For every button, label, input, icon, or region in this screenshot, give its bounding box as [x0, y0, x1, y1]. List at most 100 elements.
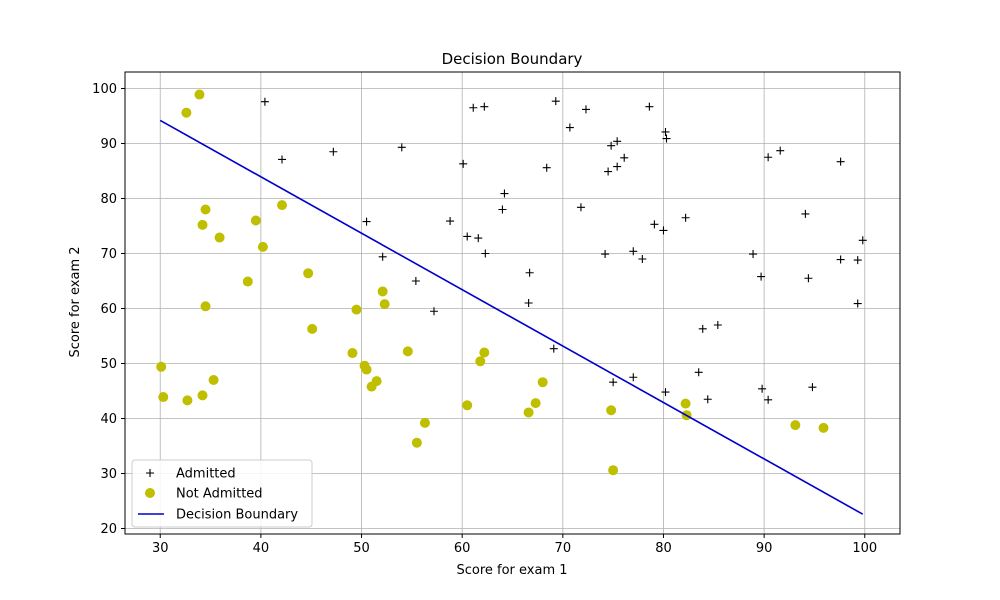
admitted-point [853, 299, 862, 308]
not-admitted-point [156, 361, 167, 372]
not-admitted-point [680, 398, 691, 409]
y-tick-label: 90 [100, 137, 117, 152]
admitted-point [551, 97, 560, 106]
chart-title: Decision Boundary [442, 50, 583, 68]
not-admitted-point [208, 375, 219, 385]
not-admitted-point [530, 398, 541, 409]
admitted-point [659, 226, 668, 235]
admitted-point [801, 209, 810, 218]
not-admitted-point [537, 377, 548, 388]
not-admitted-point [790, 420, 801, 431]
not-admitted-point [194, 89, 205, 100]
admitted-point [397, 143, 406, 152]
x-tick-label: 100 [852, 541, 877, 556]
not-admitted-point [351, 304, 362, 315]
admitted-point [549, 344, 558, 353]
not-admitted-point [419, 417, 430, 428]
admitted-point [620, 153, 629, 162]
admitted-point [525, 268, 534, 277]
not-admitted-point [411, 437, 422, 448]
legend-admitted-marker [146, 469, 154, 477]
admitted-point [601, 250, 610, 259]
not-admitted-point [250, 215, 261, 226]
not-admitted-point [200, 204, 211, 215]
admitted-point [581, 105, 590, 114]
grid [125, 72, 900, 534]
y-tick-label: 100 [92, 82, 117, 97]
admitted-point [662, 134, 671, 143]
legend-label: Not Admitted [176, 487, 263, 502]
legend-not-admitted-marker [145, 488, 155, 498]
admitted-point [681, 213, 690, 222]
admitted-point [804, 274, 813, 283]
x-tick-label: 50 [353, 541, 370, 556]
admitted-point [858, 236, 867, 245]
legend: Admitted Not Admitted Decision Boundary [131, 459, 313, 528]
ticks: 30 40 50 60 70 80 90 100 20 30 40 50 60 70 80 90 100 [92, 82, 877, 556]
admitted-point [836, 157, 845, 166]
not-admitted-point [377, 286, 388, 297]
decision-boundary-line [159, 119, 864, 515]
x-tick-label: 30 [152, 541, 169, 556]
axes-frame [124, 71, 901, 535]
not-admitted-point [475, 356, 486, 367]
admitted-point [776, 146, 785, 155]
admitted-point [278, 155, 287, 164]
admitted-point [609, 378, 618, 387]
y-tick-label: 50 [100, 357, 117, 372]
not-admitted-point [818, 422, 829, 433]
not-admitted-point [277, 200, 288, 211]
admitted-point [713, 321, 722, 329]
admitted-point [378, 252, 387, 261]
admitted-point [836, 255, 845, 264]
x-tick-label: 70 [555, 541, 572, 556]
x-axis-label: Score for exam 1 [456, 563, 567, 578]
admitted-point [474, 234, 483, 243]
admitted-point [260, 97, 269, 106]
not-admitted-point [606, 405, 617, 416]
not-admitted-point [182, 395, 193, 406]
y-tick-label: 70 [100, 247, 117, 262]
y-tick-label: 60 [100, 302, 117, 317]
not-admitted-point [197, 390, 208, 401]
admitted-point [411, 277, 420, 285]
admitted-point [481, 249, 490, 258]
x-tick-label: 40 [253, 541, 270, 556]
admitted-point [853, 256, 862, 265]
not-admitted-point [402, 346, 413, 357]
admitted-point [629, 247, 638, 256]
legend-label: Decision Boundary [176, 508, 298, 523]
not-admitted-point [608, 465, 619, 476]
admitted-point [650, 220, 659, 229]
y-tick-label: 80 [100, 192, 117, 207]
admitted-point [565, 123, 574, 132]
not-admitted-point [181, 107, 192, 118]
not-admitted-point [158, 392, 169, 403]
admitted-point [607, 141, 616, 150]
not-admitted-point [214, 232, 225, 243]
admitted-point [329, 147, 338, 156]
series-layer [156, 89, 867, 515]
legend-box [131, 459, 313, 528]
not-admitted-point [257, 241, 268, 252]
admitted-point [542, 163, 551, 172]
not-admitted-point [347, 348, 358, 359]
admitted-point [613, 162, 622, 171]
y-tick-label: 30 [100, 467, 117, 482]
not-admitted-point [361, 364, 372, 375]
not-admitted-point [197, 219, 208, 230]
not-admitted-point [303, 268, 314, 279]
admitted-point [661, 127, 670, 136]
admitted-point [459, 159, 468, 168]
admitted-point [498, 205, 507, 214]
not-admitted-point [200, 301, 211, 312]
admitted-point [469, 103, 478, 112]
admitted-point [629, 373, 638, 382]
admitted-point [638, 255, 647, 263]
admitted-point [808, 383, 817, 392]
y-tick-label: 40 [100, 412, 117, 427]
admitted-point [446, 217, 455, 226]
admitted-point [764, 153, 773, 162]
admitted-point [758, 384, 767, 393]
